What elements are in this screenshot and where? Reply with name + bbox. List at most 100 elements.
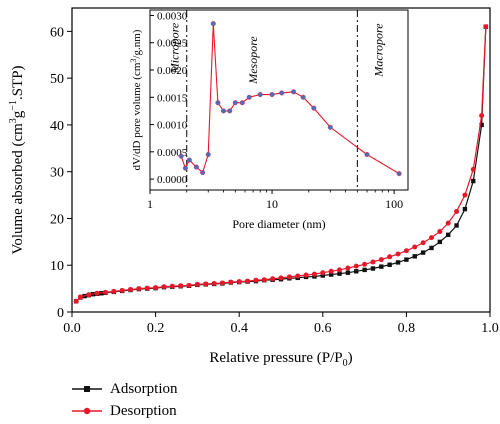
main-y-tick-label: 20 bbox=[50, 212, 64, 227]
main-y-axis: 0 10 20 30 40 50 60 bbox=[50, 25, 72, 321]
main-y-tick-label: 10 bbox=[50, 259, 64, 274]
pore-distribution-point bbox=[364, 152, 370, 158]
pore-distribution-point bbox=[220, 108, 226, 114]
main-y-tick-label: 60 bbox=[50, 25, 64, 40]
inset-y-tick-label: 0.0010 bbox=[157, 120, 188, 132]
adsorption-point bbox=[370, 266, 376, 271]
inset-y-axis-label: dV/dD pore volume (cm3/g.nm) bbox=[129, 29, 143, 170]
legend-label-desorption: Desorption bbox=[110, 402, 177, 419]
main-y-tick-label: 40 bbox=[50, 119, 64, 134]
desorption-point bbox=[245, 278, 251, 284]
desorption-point bbox=[119, 287, 125, 293]
desorption-point bbox=[445, 220, 451, 226]
pore-distribution-point bbox=[182, 165, 188, 171]
desorption-point bbox=[178, 283, 184, 289]
main-y-tick-label: 30 bbox=[50, 166, 64, 181]
desorption-point bbox=[454, 208, 460, 214]
inset-y-tick-label: 0.0025 bbox=[157, 38, 188, 50]
pore-distribution-point bbox=[300, 94, 306, 100]
desorption-point bbox=[403, 248, 409, 254]
adsorption-point bbox=[446, 232, 451, 238]
desorption-point bbox=[420, 240, 426, 246]
main-series-layer bbox=[73, 24, 489, 304]
adsorption-point bbox=[412, 254, 417, 259]
desorption-point bbox=[203, 281, 209, 287]
desorption-point bbox=[483, 24, 489, 30]
desorption-point bbox=[77, 294, 83, 300]
desorption-point bbox=[194, 281, 200, 287]
adsorption-point bbox=[379, 264, 384, 269]
desorption-point bbox=[228, 279, 234, 285]
pore-distribution-point bbox=[215, 100, 221, 106]
desorption-point bbox=[286, 274, 292, 280]
main-x-tick-label: 0.4 bbox=[230, 321, 248, 336]
desorption-legend-marker-icon bbox=[72, 407, 102, 415]
main-x-tick-label: 0.6 bbox=[314, 321, 332, 336]
adsorption-point bbox=[429, 245, 434, 251]
desorption-point bbox=[328, 268, 334, 274]
desorption-point bbox=[236, 279, 242, 285]
desorption-point bbox=[437, 229, 443, 235]
desorption-point bbox=[73, 298, 79, 304]
adsorption-point bbox=[479, 122, 484, 128]
adsorption-point bbox=[437, 239, 443, 245]
inset-y-tick-label: 0.0020 bbox=[157, 65, 188, 77]
adsorption-point bbox=[395, 260, 401, 265]
main-y-tick-label: 50 bbox=[50, 72, 64, 87]
main-plot-frame bbox=[71, 7, 491, 313]
pore-distribution-point bbox=[311, 105, 317, 111]
desorption-point bbox=[128, 287, 134, 293]
inset-x-tick-label: 100 bbox=[385, 197, 403, 211]
inset-x-axis-label: Pore diameter (nm) bbox=[232, 217, 325, 231]
main-x-axis: 0.0 0.2 0.4 0.6 0.8 1.0 bbox=[63, 312, 499, 336]
desorption-point bbox=[362, 261, 368, 267]
desorption-point bbox=[428, 235, 434, 241]
desorption-point bbox=[345, 265, 351, 271]
adsorption-point bbox=[362, 267, 367, 273]
pore-distribution-point bbox=[227, 108, 233, 114]
pore-distribution-point bbox=[327, 124, 333, 130]
desorption-point bbox=[412, 244, 418, 250]
pore-distribution-point bbox=[279, 90, 285, 96]
desorption-point bbox=[153, 285, 159, 291]
region-label-macropore: Macropore bbox=[371, 23, 385, 78]
pore-distribution-line bbox=[180, 23, 400, 175]
desorption-point bbox=[353, 263, 359, 269]
legend-label-adsorption: Adsorption bbox=[110, 380, 178, 397]
adsorption-point bbox=[328, 272, 334, 277]
legend-item-adsorption: Adsorption bbox=[72, 378, 178, 400]
desorption-point bbox=[86, 292, 92, 298]
desorption-point bbox=[219, 280, 225, 286]
pore-distribution-point bbox=[210, 21, 216, 27]
desorption-point bbox=[395, 251, 401, 257]
desorption-point bbox=[295, 273, 301, 279]
desorption-point bbox=[94, 290, 100, 296]
main-y-axis-label: Volume absorbed (cm3g−1.STP) bbox=[8, 65, 26, 254]
desorption-point bbox=[261, 277, 267, 283]
desorption-point bbox=[278, 275, 284, 281]
inset-x-axis: 1 10 100 bbox=[147, 190, 403, 211]
pore-distribution-point bbox=[269, 92, 275, 98]
desorption-point bbox=[479, 113, 485, 119]
inset-pore-distribution-chart: 1 10 100 0.00000.00050.00100.00150.00200.0… bbox=[129, 9, 409, 231]
inset-x-tick-label: 1 bbox=[147, 197, 153, 211]
adsorption-point bbox=[462, 206, 468, 212]
desorption-point bbox=[111, 288, 117, 294]
adsorption-point bbox=[345, 270, 351, 275]
desorption-point bbox=[136, 286, 142, 292]
adsorption-point bbox=[404, 257, 409, 262]
inset-series-layer bbox=[178, 21, 402, 177]
pore-distribution-point bbox=[291, 89, 297, 95]
adsorption-legend-marker-icon bbox=[72, 386, 102, 392]
desorption-point bbox=[270, 276, 276, 282]
pore-distribution-point bbox=[178, 153, 184, 159]
adsorption-point bbox=[420, 250, 426, 255]
desorption-point bbox=[102, 289, 108, 295]
adsorption-point bbox=[354, 269, 359, 274]
inset-plot-frame bbox=[149, 9, 409, 191]
pore-distribution-point bbox=[239, 100, 245, 106]
desorption-point bbox=[378, 257, 384, 263]
main-x-tick-label: 1.0 bbox=[481, 321, 499, 336]
pore-distribution-point bbox=[193, 164, 199, 170]
pore-distribution-point bbox=[257, 92, 263, 98]
